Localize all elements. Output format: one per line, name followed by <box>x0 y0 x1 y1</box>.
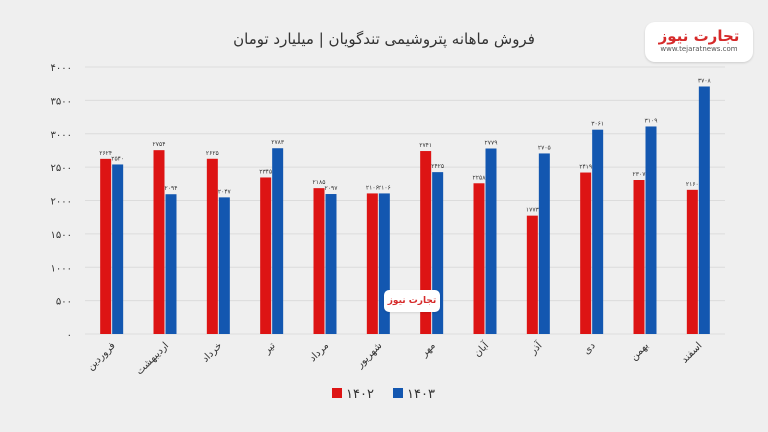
y-tick-label: ۳۵۰۰ <box>51 96 72 107</box>
bar-1403 <box>165 194 177 334</box>
bar-value-label: ۱۷۷۳ <box>526 207 540 214</box>
bar-1402 <box>366 193 378 334</box>
y-tick-label: ۰ <box>67 330 72 341</box>
bar-value-label: ۲۲۵۸ <box>473 174 487 181</box>
bar-1402 <box>526 215 538 334</box>
legend-swatch-1403 <box>393 388 403 398</box>
bar-1403 <box>325 194 337 334</box>
chart-title: فروش ماهانه پتروشیمی تندگویان | میلیارد … <box>233 30 535 48</box>
bar-1403 <box>272 148 284 334</box>
x-tick-label: فروردین <box>85 340 118 373</box>
brand-logo-url: www.tejaratnews.com <box>660 45 738 53</box>
watermark-logo: تجارت نیوز <box>384 290 440 312</box>
x-tick-label: تیر <box>261 340 278 357</box>
y-tick-label: ۴۰۰۰ <box>51 63 72 74</box>
legend-label-1402: ۱۴۰۲ <box>346 387 374 402</box>
x-tick-label: اردیبهشت <box>134 340 171 377</box>
bar-1403 <box>432 172 444 334</box>
bar-value-label: ۲۱۰۶ <box>366 184 379 191</box>
bar-value-label: ۲۴۱۹ <box>579 164 592 171</box>
bar-1403 <box>538 153 550 334</box>
x-tick-label: شهریور <box>354 340 385 371</box>
bar-1403 <box>592 129 604 334</box>
bar-1402 <box>313 188 325 334</box>
y-tick-label: ۲۵۰۰ <box>51 163 72 174</box>
y-tick-label: ۲۰۰۰ <box>51 197 72 208</box>
y-tick-label: ۱۵۰۰ <box>51 230 72 241</box>
bar-value-label: ۲۶۲۴ <box>99 150 112 157</box>
bar-value-label: ۲۷۷۹ <box>485 140 498 147</box>
bar-value-label: ۲۷۸۳ <box>271 139 285 146</box>
bar-value-label: ۳۰۶۱ <box>591 121 604 128</box>
x-tick-label: اسفند <box>679 340 704 365</box>
y-tick-label: ۳۰۰۰ <box>51 130 72 141</box>
bar-value-label: ۲۳۴۵ <box>259 168 272 175</box>
bar-value-label: ۲۱۸۵ <box>313 179 326 186</box>
brand-logo[interactable]: تجارت نیوز www.tejaratnews.com <box>645 22 753 62</box>
x-tick-label: مهر <box>418 340 437 359</box>
bar-value-label: ۲۷۵۴ <box>153 141 166 148</box>
bar-value-label: ۲۶۲۵ <box>206 150 219 157</box>
bar-1402 <box>633 180 645 334</box>
x-tick-label: آبان <box>471 338 492 359</box>
bar-1402 <box>100 158 112 334</box>
bar-1403 <box>112 164 124 334</box>
bar-value-label: ۲۳۰۷ <box>633 171 647 178</box>
x-tick-label: بهمن <box>629 340 651 362</box>
bar-value-label: ۲۰۹۷ <box>325 185 339 192</box>
bar-1402 <box>420 151 432 334</box>
legend-swatch-1402 <box>332 388 342 398</box>
bar-1403 <box>645 126 657 335</box>
bar-value-label: ۲۵۴۰ <box>111 155 124 162</box>
legend-label-1403: ۱۴۰۳ <box>407 387 435 402</box>
brand-logo-name: تجارت نیوز <box>658 27 740 45</box>
bar-value-label: ۲۱۶۰ <box>686 181 699 188</box>
x-tick-label: دی <box>581 340 597 356</box>
x-tick-label: مرداد <box>307 340 331 364</box>
bar-value-label: ۲۱۰۶ <box>378 184 391 191</box>
bar-1402 <box>473 183 485 334</box>
bar-1402 <box>686 189 698 334</box>
bar-1403 <box>698 86 710 334</box>
bar-1403 <box>485 148 497 334</box>
y-tick-label: ۱۰۰۰ <box>51 263 72 274</box>
bar-value-label: ۲۰۹۴ <box>165 185 178 192</box>
y-tick-label: ۵۰۰ <box>56 297 72 308</box>
x-tick-label: آذر <box>526 338 545 357</box>
bar-1402 <box>580 172 592 334</box>
bar-1402 <box>153 150 165 334</box>
bar-value-label: ۲۷۰۵ <box>538 144 551 151</box>
bar-value-label: ۲۰۴۷ <box>218 188 232 195</box>
bar-1402 <box>206 158 218 334</box>
bar-value-label: ۳۷۰۸ <box>698 77 712 84</box>
bar-value-label: ۳۱۰۹ <box>645 117 658 124</box>
bar-1403 <box>218 197 230 334</box>
bar-1402 <box>260 177 272 334</box>
bar-1403 <box>378 193 390 334</box>
bar-value-label: ۲۴۲۵ <box>431 163 444 170</box>
x-tick-label: خرداد <box>200 340 224 364</box>
bar-value-label: ۲۷۴۱ <box>419 142 432 149</box>
